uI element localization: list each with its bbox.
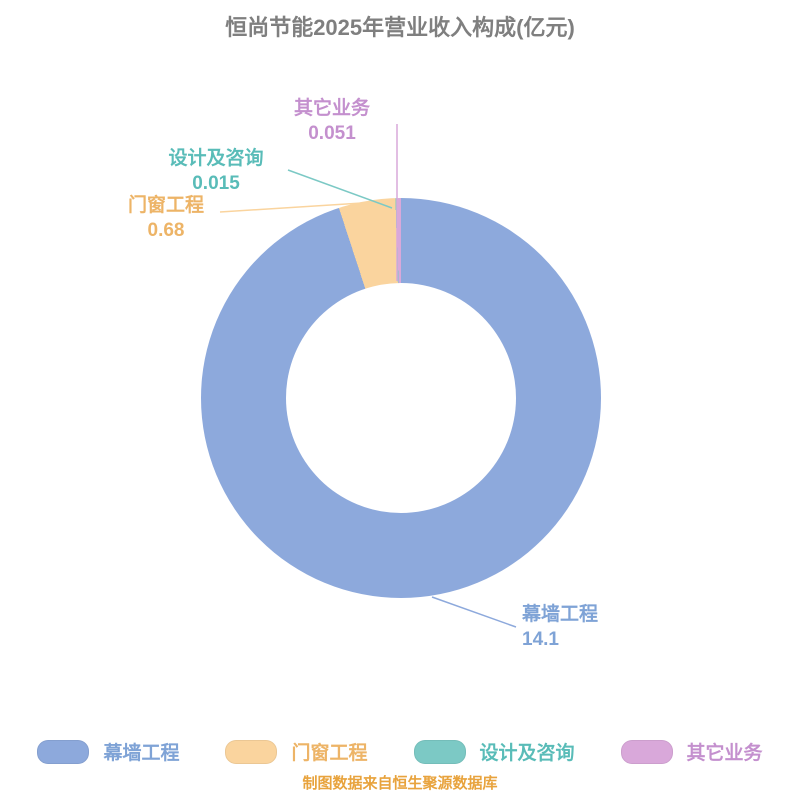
legend-item-curtain-wall: 幕墙工程: [37, 738, 179, 765]
legend-label-design-consulting: 设计及咨询: [479, 743, 575, 764]
callout-design-consulting: 设计及咨询 0.015: [140, 146, 292, 196]
footer-data-source: 制图数据来自恒生聚源数据库: [302, 775, 498, 792]
legend-swatch-design-consulting: [413, 739, 466, 764]
callout-other-business-value: 0.051: [308, 123, 356, 144]
legend-label-other-business: 其它业务: [686, 743, 763, 764]
legend-label-door-window: 门窗工程: [291, 743, 368, 764]
legend-item-door-window: 门窗工程: [225, 738, 368, 765]
callout-curtain-wall: 幕墙工程 14.1: [522, 602, 682, 652]
callout-curtain-wall-value: 14.1: [522, 629, 559, 650]
legend-label-curtain-wall: 幕墙工程: [103, 743, 180, 764]
callout-door-window: 门窗工程 0.68: [96, 193, 236, 243]
legend: 幕墙工程 门窗工程 设计及咨询 其它业务: [0, 738, 800, 765]
page-title: 恒尚节能2025年营业收入构成(亿元): [225, 15, 575, 40]
callout-other-business-name: 其它业务: [293, 98, 370, 119]
callout-other-business: 其它业务 0.051: [262, 96, 402, 146]
leader-line-curtain-wall: [431, 596, 517, 628]
legend-swatch-curtain-wall: [37, 739, 90, 764]
callout-door-window-name: 门窗工程: [127, 195, 204, 216]
callout-design-consulting-value: 0.015: [192, 173, 240, 194]
donut-hole: [286, 283, 516, 513]
legend-item-other-business: 其它业务: [620, 738, 763, 765]
legend-item-design-consulting: 设计及咨询: [413, 738, 575, 765]
legend-swatch-other-business: [620, 739, 673, 764]
callout-design-consulting-name: 设计及咨询: [168, 148, 264, 169]
legend-swatch-door-window: [225, 739, 278, 764]
callout-curtain-wall-name: 幕墙工程: [522, 604, 599, 625]
callout-door-window-value: 0.68: [147, 220, 185, 241]
